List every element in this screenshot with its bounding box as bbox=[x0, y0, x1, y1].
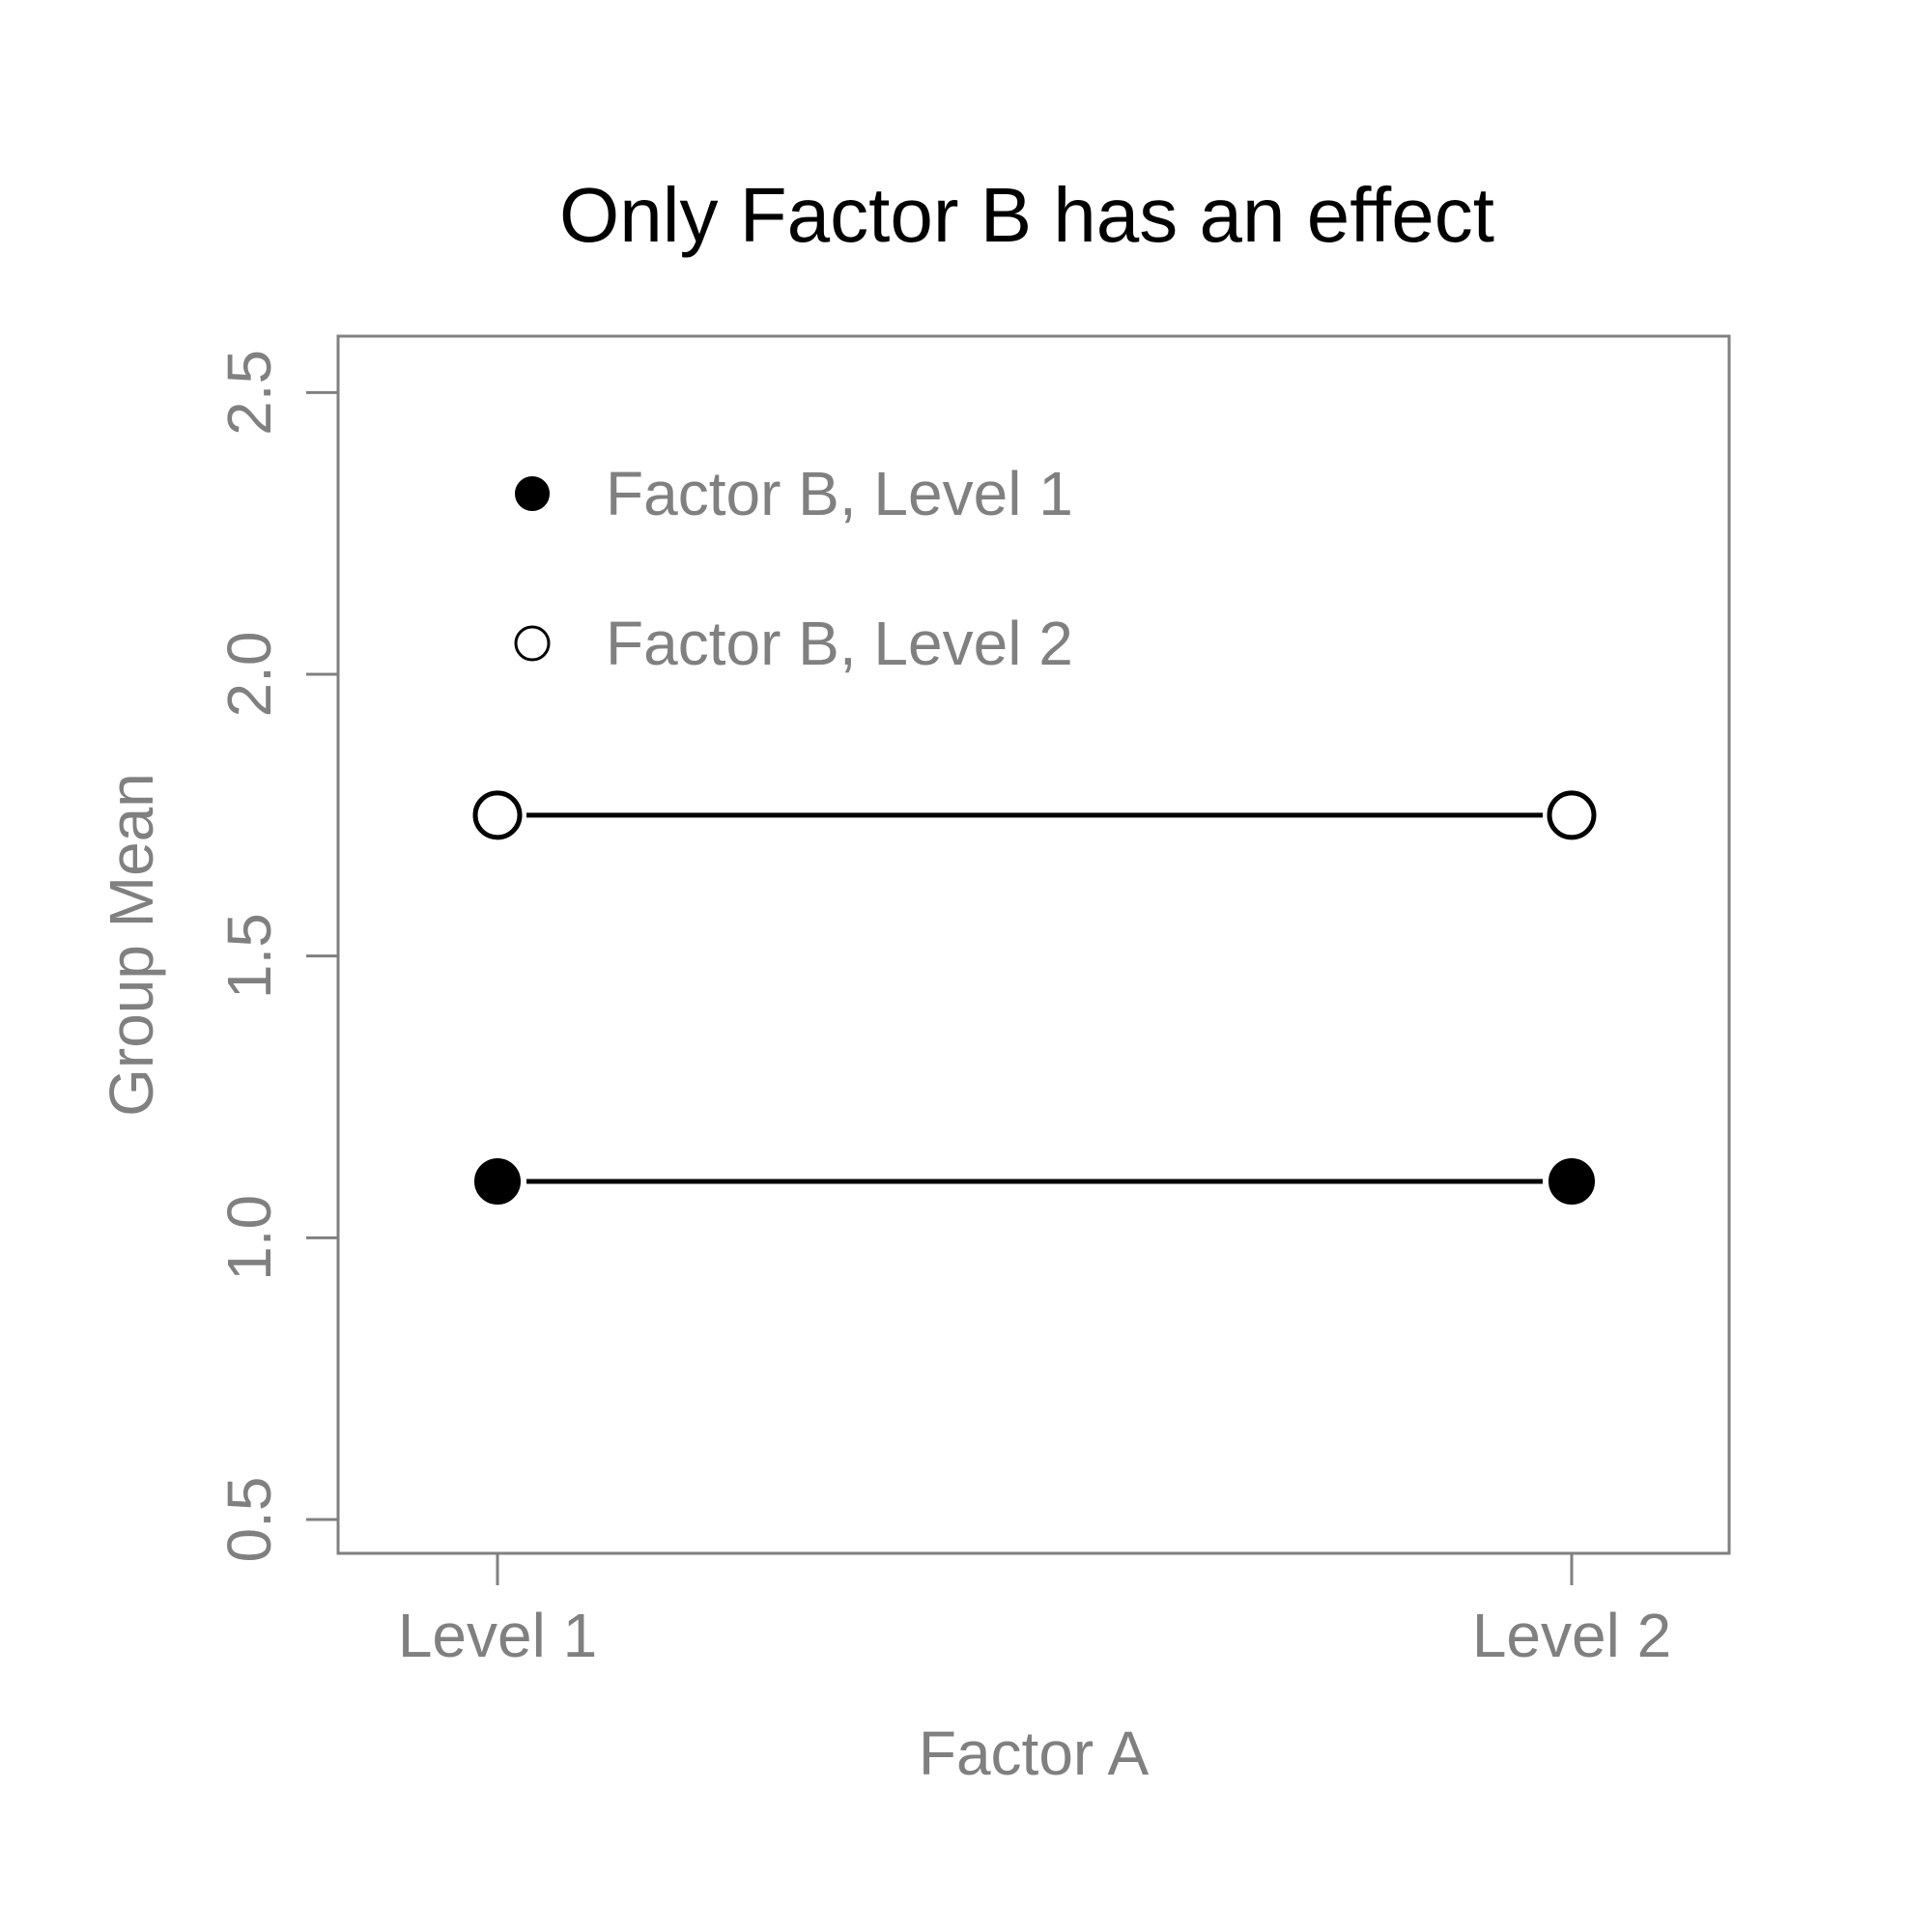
legend-marker bbox=[514, 625, 551, 662]
legend-label: Factor B, Level 1 bbox=[606, 459, 1073, 528]
y-tick-label: 1.5 bbox=[214, 913, 284, 999]
chart-title: Only Factor B has an effect bbox=[559, 172, 1494, 258]
y-tick-label: 1.0 bbox=[214, 1195, 284, 1281]
data-point bbox=[1547, 790, 1597, 840]
y-axis-label: Group Mean bbox=[97, 773, 166, 1117]
legend-label: Factor B, Level 2 bbox=[606, 609, 1073, 678]
data-point bbox=[472, 790, 523, 840]
y-axis: 0.5 1.0 1.5 2.0 2.5 bbox=[214, 350, 338, 1563]
series-1 bbox=[474, 1158, 1595, 1205]
y-tick-label: 2.5 bbox=[214, 350, 284, 436]
series-2 bbox=[472, 790, 1597, 840]
y-tick-label: 0.5 bbox=[214, 1477, 284, 1563]
data-point bbox=[1548, 1158, 1595, 1205]
legend: Factor B, Level 1 Factor B, Level 2 bbox=[514, 459, 1073, 678]
data-point bbox=[474, 1158, 521, 1205]
x-tick-label: Level 1 bbox=[398, 1601, 597, 1670]
x-tick-label: Level 2 bbox=[1472, 1601, 1671, 1670]
x-axis: Level 1 Level 2 bbox=[398, 1553, 1671, 1670]
y-tick-label: 2.0 bbox=[214, 632, 284, 718]
plot-frame bbox=[336, 334, 1731, 1555]
legend-marker bbox=[515, 476, 550, 511]
x-axis-label: Factor A bbox=[919, 1719, 1150, 1788]
series-layer bbox=[472, 790, 1597, 1205]
